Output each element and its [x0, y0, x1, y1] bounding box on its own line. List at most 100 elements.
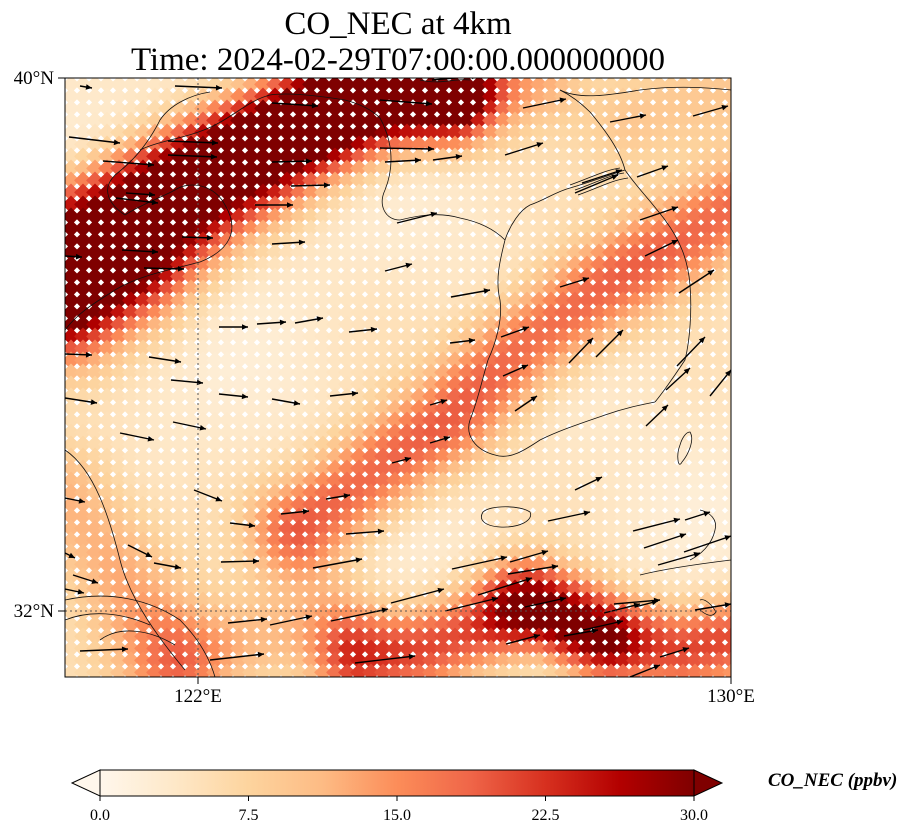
heatmap-cell [326, 99, 344, 118]
heatmap-cell [314, 603, 332, 622]
heatmap-cell [626, 387, 644, 406]
heatmap-cell [614, 78, 632, 94]
heatmap-cell [242, 603, 260, 622]
heatmap-cell [386, 183, 404, 202]
heatmap-cell [314, 591, 332, 610]
heatmap-cell [662, 495, 680, 514]
heatmap-cell [230, 459, 248, 478]
heatmap-cell [314, 555, 332, 574]
heatmap-cell [626, 195, 644, 214]
heatmap-cell [626, 411, 644, 430]
heatmap-cell [410, 171, 428, 190]
heatmap-cell [218, 183, 236, 202]
heatmap-cell [326, 351, 344, 370]
heatmap-cell [470, 171, 488, 190]
heatmap-cell [590, 183, 608, 202]
heatmap-cell [302, 78, 320, 94]
heatmap-cell [230, 591, 248, 610]
heatmap-cell [638, 123, 656, 142]
heatmap-cell [302, 195, 320, 214]
heatmap-cell [302, 99, 320, 118]
heatmap-cell [626, 327, 644, 346]
heatmap-cell [386, 279, 404, 298]
heatmap-cell [302, 435, 320, 454]
heatmap-cell [422, 315, 440, 334]
heatmap-cell [218, 483, 236, 502]
heatmap-cell [650, 603, 668, 622]
heatmap-cell [242, 591, 260, 610]
heatmap-cell [146, 423, 164, 442]
heatmap-cell [554, 183, 572, 202]
heatmap-cell [158, 447, 176, 466]
heatmap-cell [662, 351, 680, 370]
heatmap-cell [374, 78, 392, 94]
heatmap-cell [242, 171, 260, 190]
heatmap-cell [230, 231, 248, 250]
heatmap-cell [554, 567, 572, 586]
heatmap-cell [494, 651, 512, 670]
wind-arrow [634, 599, 659, 608]
heatmap-cell [386, 267, 404, 286]
heatmap-cell [386, 567, 404, 586]
heatmap-cell [422, 375, 440, 394]
heatmap-cell [458, 171, 476, 190]
heatmap-cell [470, 651, 488, 670]
heatmap-cell [374, 615, 392, 634]
heatmap-cell [722, 303, 731, 322]
heatmap-cell [434, 315, 452, 334]
heatmap-cell [350, 171, 368, 190]
heatmap-cell [470, 195, 488, 214]
heatmap-cell [518, 267, 536, 286]
heatmap-cell [350, 591, 368, 610]
heatmap-cell [218, 579, 236, 598]
wind-arrow [127, 544, 153, 558]
heatmap-cell [638, 543, 656, 562]
heatmap-cell [662, 111, 680, 130]
heatmap-cell [242, 519, 260, 538]
heatmap-cell [434, 123, 452, 142]
heatmap-cell [626, 543, 644, 562]
heatmap-cell [446, 639, 464, 658]
heatmap-cell [710, 195, 728, 214]
heatmap-cell [674, 459, 692, 478]
heatmap-cell [602, 243, 620, 262]
heatmap-cell [686, 531, 704, 550]
heatmap-cell [386, 195, 404, 214]
heatmap-cell [506, 459, 524, 478]
heatmap-cell [530, 207, 548, 226]
heatmap-cell [578, 279, 596, 298]
heatmap-cell [626, 291, 644, 310]
heatmap-cell [482, 147, 500, 166]
heatmap-cell [110, 78, 128, 94]
heatmap-cell [566, 579, 584, 598]
heatmap-cell [446, 219, 464, 238]
heatmap-cell [506, 531, 524, 550]
heatmap-cell [722, 375, 731, 394]
heatmap-cell [170, 291, 188, 310]
heatmap-cell [326, 207, 344, 226]
heatmap-cell [158, 435, 176, 454]
heatmap-cell [206, 603, 224, 622]
heatmap-cell [434, 351, 452, 370]
heatmap-cell [134, 243, 152, 262]
heatmap-cell [614, 567, 632, 586]
heatmap-cell [614, 99, 632, 118]
heatmap-cell [266, 267, 284, 286]
heatmap-cell [158, 267, 176, 286]
heatmap-cell [614, 147, 632, 166]
heatmap-cell [218, 459, 236, 478]
heatmap-cell [122, 87, 140, 106]
heatmap-cell [194, 99, 212, 118]
heatmap-cell [194, 78, 212, 94]
heatmap-cell [530, 579, 548, 598]
heatmap-cell [482, 435, 500, 454]
heatmap-cell [602, 471, 620, 490]
heatmap-cell [350, 651, 368, 670]
heatmap-cell [710, 351, 728, 370]
heatmap-cell [134, 207, 152, 226]
heatmap-cell [314, 147, 332, 166]
heatmap-cell [530, 495, 548, 514]
heatmap-cell [482, 507, 500, 526]
heatmap-cell [146, 315, 164, 334]
heatmap-cell [302, 339, 320, 358]
